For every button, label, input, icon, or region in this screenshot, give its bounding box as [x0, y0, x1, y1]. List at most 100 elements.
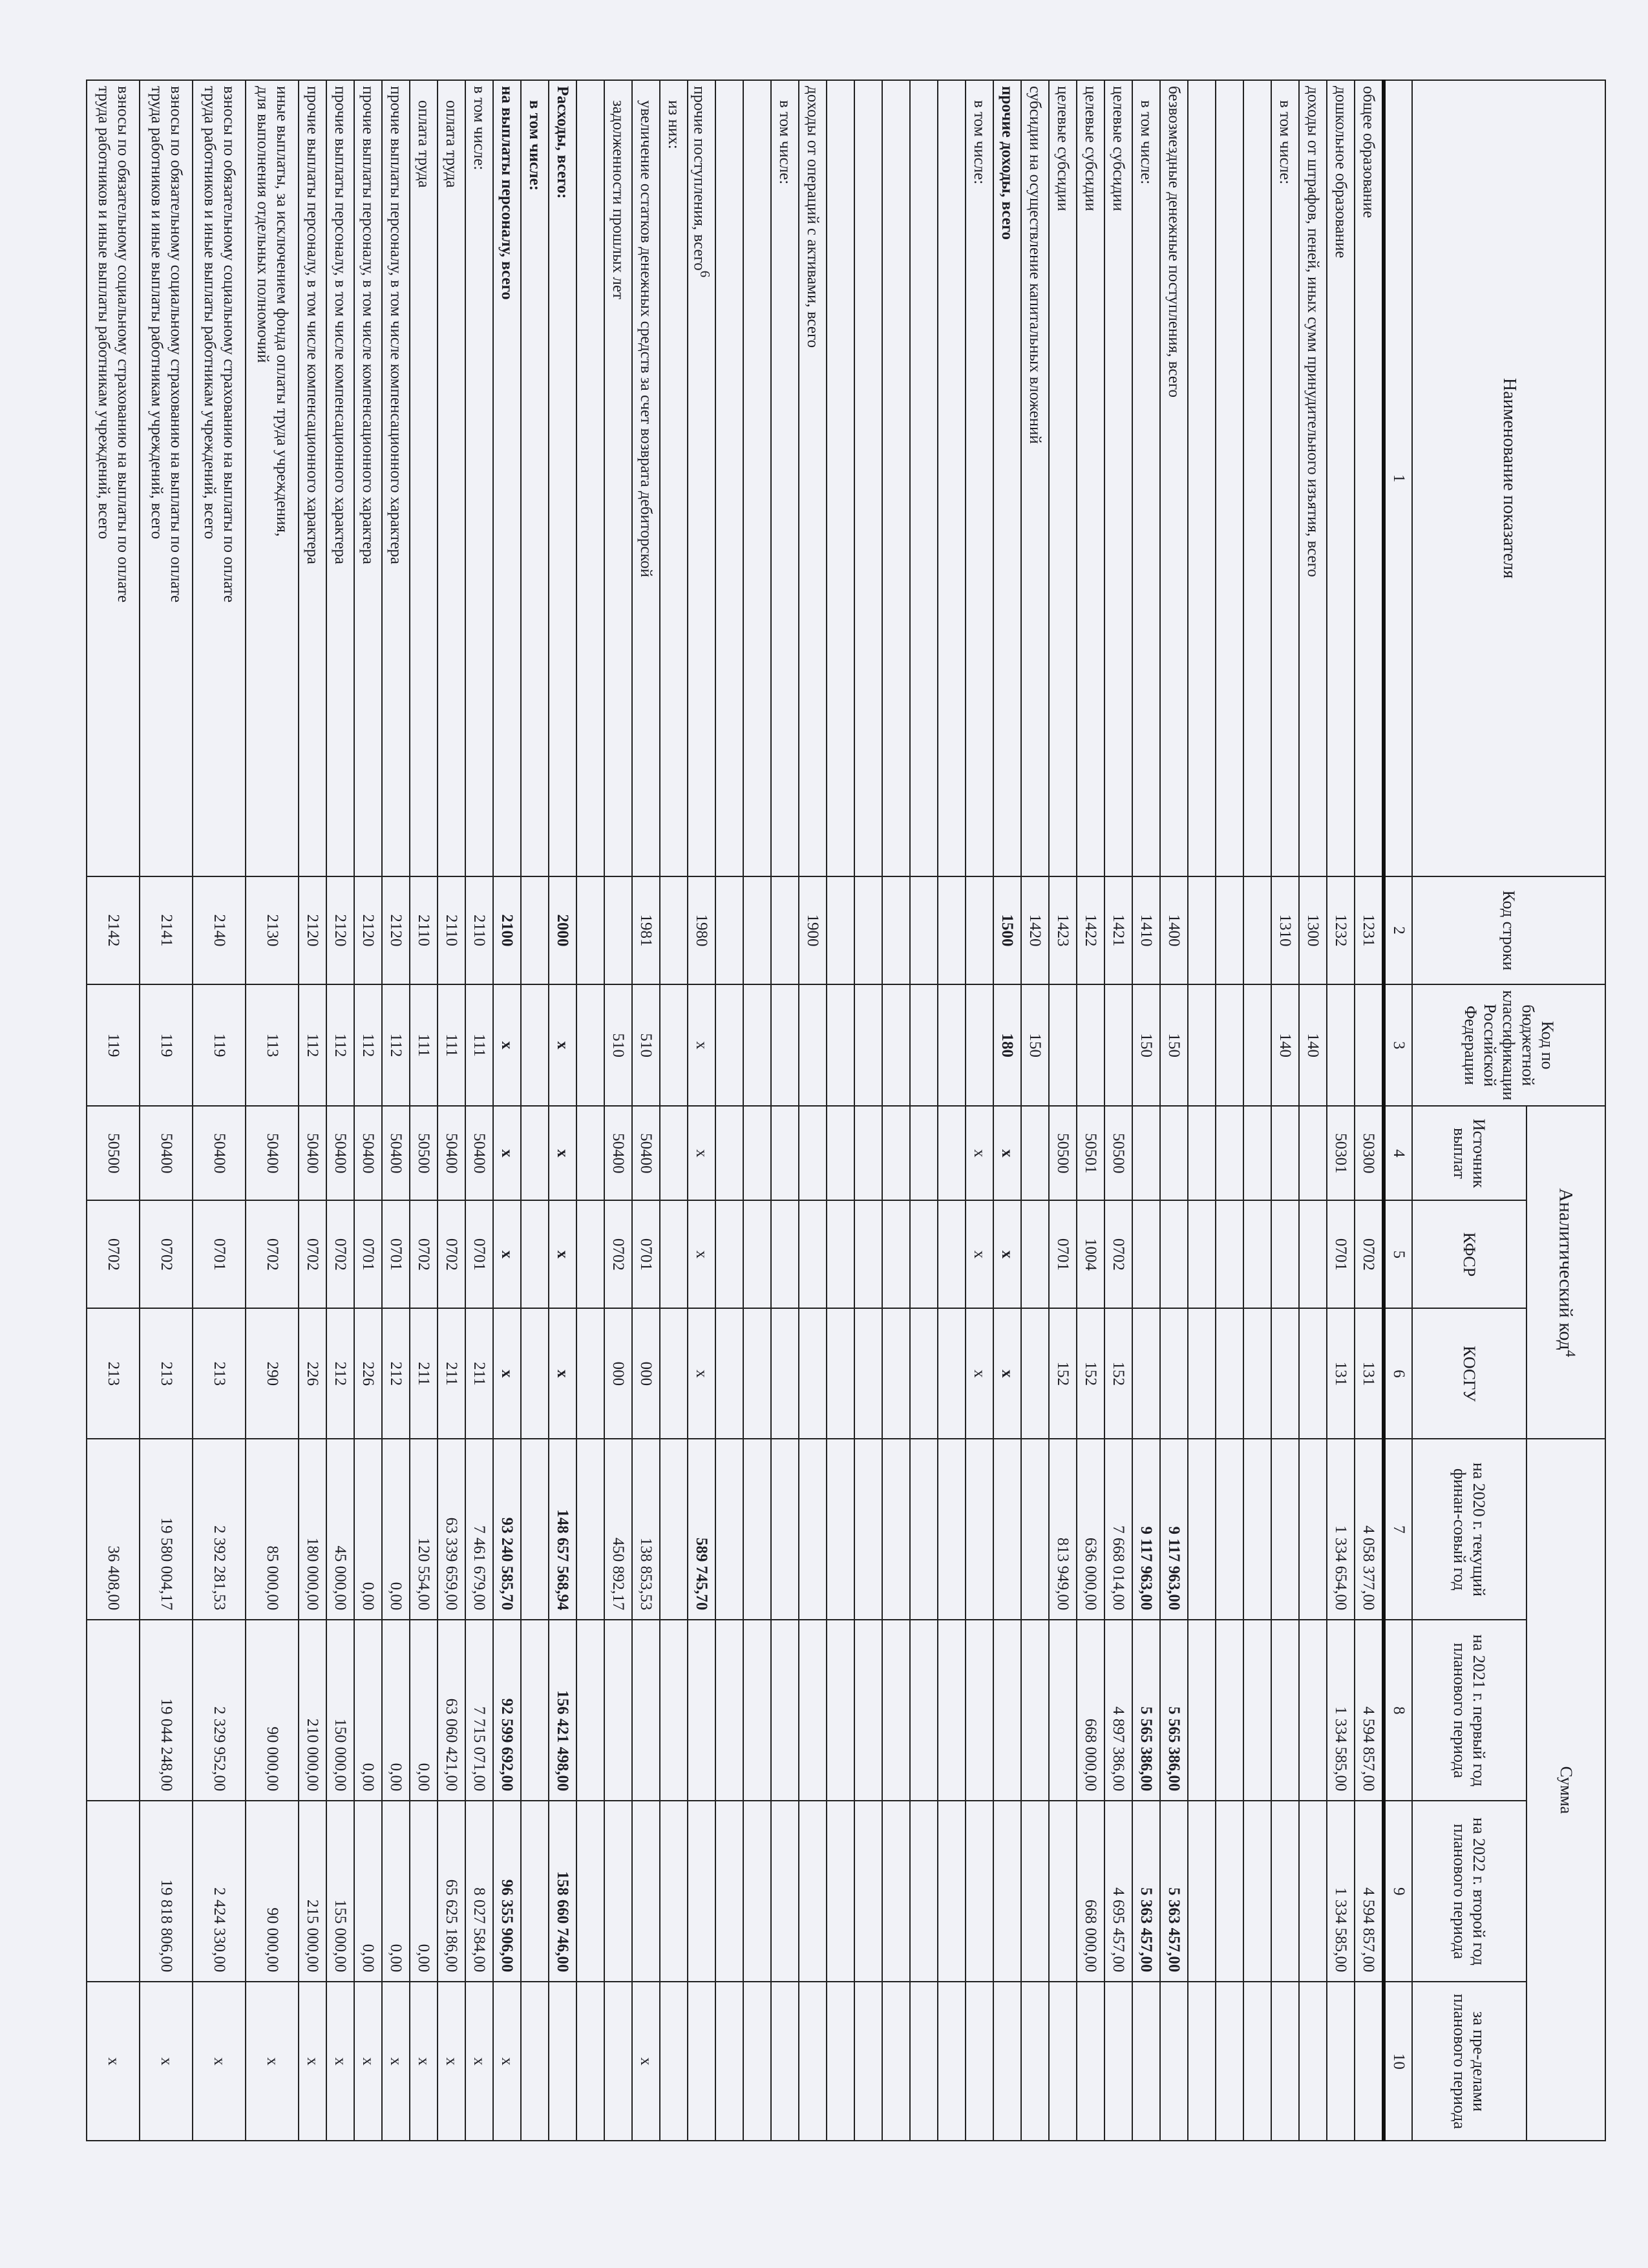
sum-2022: [688, 1801, 715, 1982]
sum-beyond: [1188, 1982, 1216, 2141]
sum-beyond: x: [246, 1982, 299, 2141]
kfsr-code: 0702: [246, 1200, 299, 1309]
row-label-text: прочие поступления, всего: [690, 86, 708, 271]
row-label-text: прочие выплаты персоналу, в том числе ко…: [359, 86, 377, 565]
kosgu-code: [743, 1308, 771, 1439]
row-label: прочие выплаты персоналу, в том числе ко…: [354, 80, 382, 876]
row-label: [882, 80, 910, 876]
row-label-text: задолженности прошлых лет: [609, 100, 628, 300]
sum-2020: 4 058 377,00: [1355, 1439, 1384, 1620]
kfsr-code: 0702: [1104, 1200, 1132, 1309]
sum-beyond: [966, 1982, 993, 2141]
sum-beyond: [1271, 1982, 1299, 2141]
sum-2021: [743, 1620, 771, 1801]
kosgu-code: x: [549, 1308, 576, 1439]
kosgu-code: 213: [87, 1308, 140, 1439]
line-code: [938, 876, 966, 984]
sum-2022: 4 594 857,00: [1355, 1801, 1384, 1982]
table-row: оплата труда 2110 111 50500 0702 211 120 554,0…: [410, 80, 438, 2141]
row-label: прочие выплаты персоналу, в том числе ко…: [299, 80, 326, 876]
budget-code: 113: [246, 984, 299, 1107]
row-label: [827, 80, 854, 876]
sum-2022: [632, 1801, 660, 1982]
kfsr-code: [854, 1200, 882, 1309]
sum-beyond: [1160, 1982, 1188, 2141]
line-code: 1410: [1132, 876, 1160, 984]
row-label-text: прочие выплаты персоналу, в том числе ко…: [304, 86, 322, 565]
table-row: в том числе:: [771, 80, 799, 2141]
kfsr-code: [1243, 1200, 1271, 1309]
sum-beyond: x: [438, 1982, 465, 2141]
sum-2021: [882, 1620, 910, 1801]
row-label-text: из них:: [665, 100, 683, 149]
row-label: Расходы, всего:: [549, 80, 576, 876]
kfsr-code: [1160, 1200, 1188, 1309]
row-label: общее образование: [1355, 80, 1384, 876]
financial-plan-table: Наименование показателя Код строки Код п…: [86, 79, 1606, 2141]
sum-2020: [966, 1439, 993, 1620]
budget-code: x: [493, 984, 521, 1107]
kosgu-code: 211: [465, 1308, 493, 1439]
sum-2021: [799, 1620, 827, 1801]
line-code: [827, 876, 854, 984]
sum-beyond: [604, 1982, 632, 2141]
sum-2022: [938, 1801, 966, 1982]
sum-beyond: x: [326, 1982, 354, 2141]
budget-code: 111: [438, 984, 465, 1107]
line-code: [715, 876, 743, 984]
table-row: в том числе: x x x: [966, 80, 993, 2141]
source-code: [715, 1106, 743, 1201]
sum-2020: 36 408,00: [87, 1439, 140, 1620]
table-row: в том числе: 1310 140: [1271, 80, 1299, 2141]
kfsr-code: 0701: [382, 1200, 410, 1309]
source-code: 50400: [299, 1106, 326, 1201]
sum-2021: [660, 1620, 688, 1801]
line-code: 2120: [354, 876, 382, 984]
table-row: дошкольное образование 1232 50301 0701 131 1 …: [1327, 80, 1355, 2141]
sum-2022: [521, 1801, 549, 1982]
source-code: 50500: [1049, 1106, 1077, 1201]
table-row-empty: [1188, 80, 1216, 2141]
budget-code: [1104, 984, 1132, 1107]
line-code: 1423: [1049, 876, 1077, 984]
sum-beyond: [743, 1982, 771, 2141]
column-number: 5: [1384, 1200, 1412, 1309]
kfsr-code: 0701: [632, 1200, 660, 1309]
header-source: Источник выплат: [1412, 1106, 1527, 1201]
kosgu-code: [1299, 1308, 1327, 1439]
sum-2022: [1216, 1801, 1243, 1982]
row-label: субсидии на осуществление капитальных вл…: [1021, 80, 1049, 876]
row-label-text: прочие выплаты персоналу, в том числе ко…: [387, 86, 405, 565]
sum-2021: 7 715 071,00: [465, 1620, 493, 1801]
row-label-text: прочие доходы, всего: [998, 86, 1017, 240]
sum-2020: [799, 1439, 827, 1620]
line-code: [771, 876, 799, 984]
kosgu-code: [660, 1308, 688, 1439]
sum-2022: [87, 1801, 140, 1982]
budget-code: 140: [1299, 984, 1327, 1107]
line-code: [1188, 876, 1216, 984]
column-number: 6: [1384, 1308, 1412, 1439]
kfsr-code: 0702: [326, 1200, 354, 1309]
table-row: увеличение остатков денежных средств за …: [632, 80, 660, 2141]
row-label-text: дошкольное образование: [1332, 86, 1350, 259]
kosgu-code: 211: [438, 1308, 465, 1439]
sum-2021: [966, 1620, 993, 1801]
sum-2020: 636 000,00: [1077, 1439, 1104, 1620]
kosgu-code: x: [493, 1308, 521, 1439]
sum-2020: [854, 1439, 882, 1620]
sum-2022: 0,00: [382, 1801, 410, 1982]
budget-code: [743, 984, 771, 1107]
row-label-text: взносы по обязательному социальному стра…: [220, 86, 238, 603]
sum-2022: 2 424 330,00: [193, 1801, 246, 1982]
sum-2021: 5 565 386,00: [1132, 1620, 1160, 1801]
sum-beyond: x: [299, 1982, 326, 2141]
budget-code: [771, 984, 799, 1107]
source-code: x: [993, 1106, 1021, 1201]
table-row-empty: [743, 80, 771, 2141]
line-code: [660, 876, 688, 984]
sum-2022: 96 355 906,00: [493, 1801, 521, 1982]
sum-beyond: x: [632, 1982, 660, 2141]
budget-code: 111: [465, 984, 493, 1107]
